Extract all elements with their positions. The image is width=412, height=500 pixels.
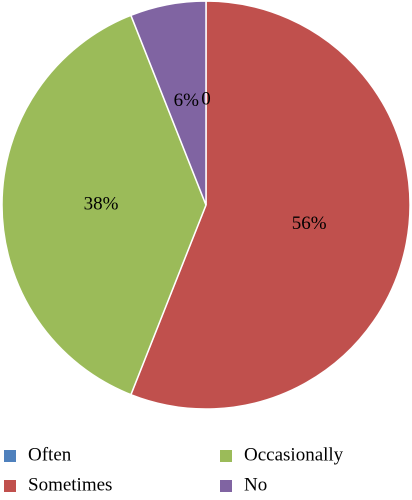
pie-slice (129, 0, 411, 410)
data-label: 38% (84, 193, 119, 214)
data-label: 56% (292, 213, 327, 234)
legend-swatch (220, 480, 232, 492)
legend-label: Occasionally (244, 444, 344, 465)
legend-label: Often (28, 444, 72, 465)
legend-label: Sometimes (28, 474, 112, 495)
pie-slice (1, 14, 207, 396)
legend-label: No (244, 474, 267, 495)
data-label: 0 (201, 88, 211, 109)
legend-swatch (220, 450, 232, 462)
pie-slice (129, 0, 207, 206)
data-label: 6% (174, 90, 200, 111)
legend-swatch (4, 450, 16, 462)
legend-swatch (4, 480, 16, 492)
